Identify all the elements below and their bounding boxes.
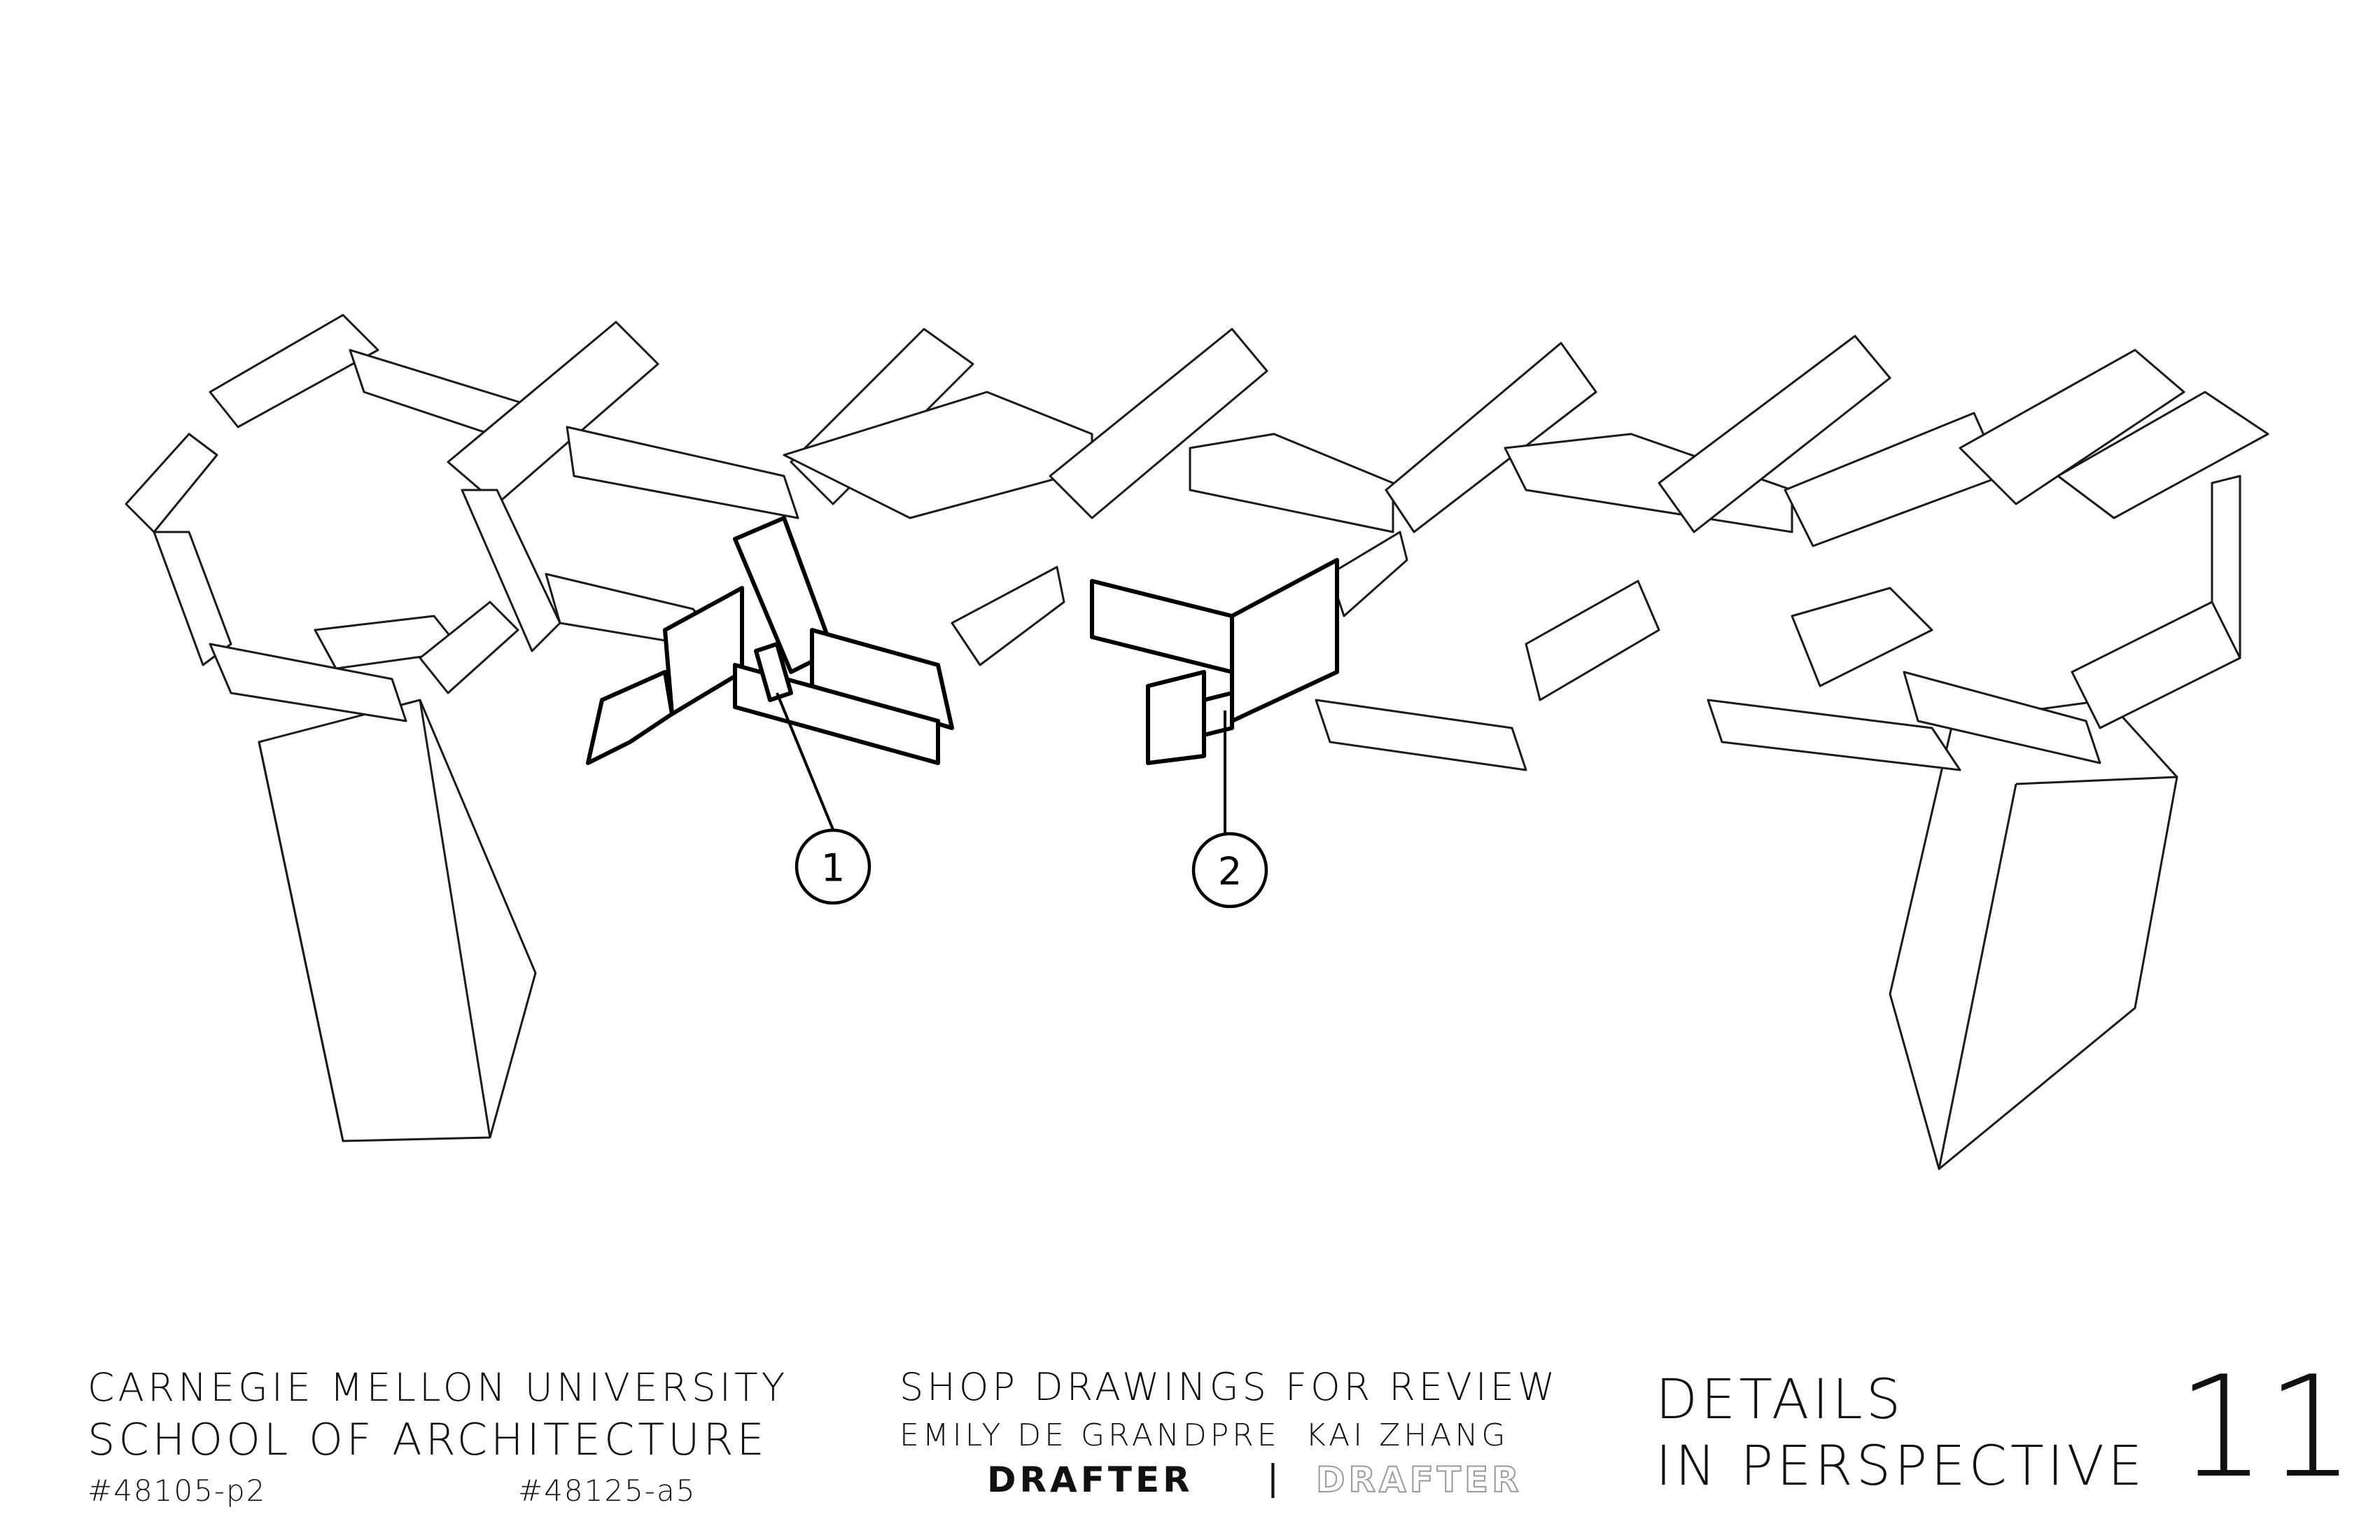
perspective-drawing: 1 2 bbox=[125, 314, 2269, 1170]
drafter-1-role: DRAFTER bbox=[987, 1460, 1194, 1500]
course-code-2: #48125-a5 bbox=[518, 1474, 696, 1508]
role-separator: | bbox=[1267, 1457, 1282, 1498]
callout-1-leader bbox=[776, 692, 834, 830]
hex-frame-2 bbox=[447, 321, 799, 652]
callout-2-label: 2 bbox=[1218, 850, 1242, 894]
callout-2: 2 bbox=[1191, 832, 1268, 909]
right-column bbox=[1889, 699, 2178, 1170]
sheet-number: 11 bbox=[2177, 1346, 2356, 1509]
school-name: SCHOOL OF ARCHITECTURE bbox=[88, 1414, 768, 1465]
drafter-2-name: KAI ZHANG bbox=[1306, 1418, 1509, 1453]
hex-frame-5 bbox=[1315, 335, 1891, 771]
hex-frame-1 bbox=[125, 314, 533, 722]
sheet-title-line-2: IN PERSPECTIVE bbox=[1656, 1435, 2146, 1498]
callout-1: 1 bbox=[794, 828, 872, 905]
detail-2-highlight bbox=[1090, 558, 1339, 765]
hex-frame-7 bbox=[1903, 391, 2269, 764]
sheet-title-line-1: DETAILS bbox=[1656, 1368, 1905, 1432]
hex-frame-3 bbox=[783, 328, 1268, 666]
detail-1-highlight bbox=[586, 516, 954, 765]
hex-frame-6 bbox=[1707, 349, 2185, 771]
course-code-1: #48105-p2 bbox=[88, 1474, 267, 1508]
university-name: CARNEGIE MELLON UNIVERSITY bbox=[88, 1365, 789, 1410]
drafter-1-name: EMILY DE GRANDPRE bbox=[899, 1418, 1280, 1453]
hex-frame-4 bbox=[1189, 342, 1597, 617]
drafter-2-role: DRAFTER bbox=[1315, 1459, 1522, 1501]
drawing-set-title: SHOP DRAWINGS FOR REVIEW bbox=[899, 1365, 1559, 1409]
callout-1-label: 1 bbox=[821, 846, 845, 890]
